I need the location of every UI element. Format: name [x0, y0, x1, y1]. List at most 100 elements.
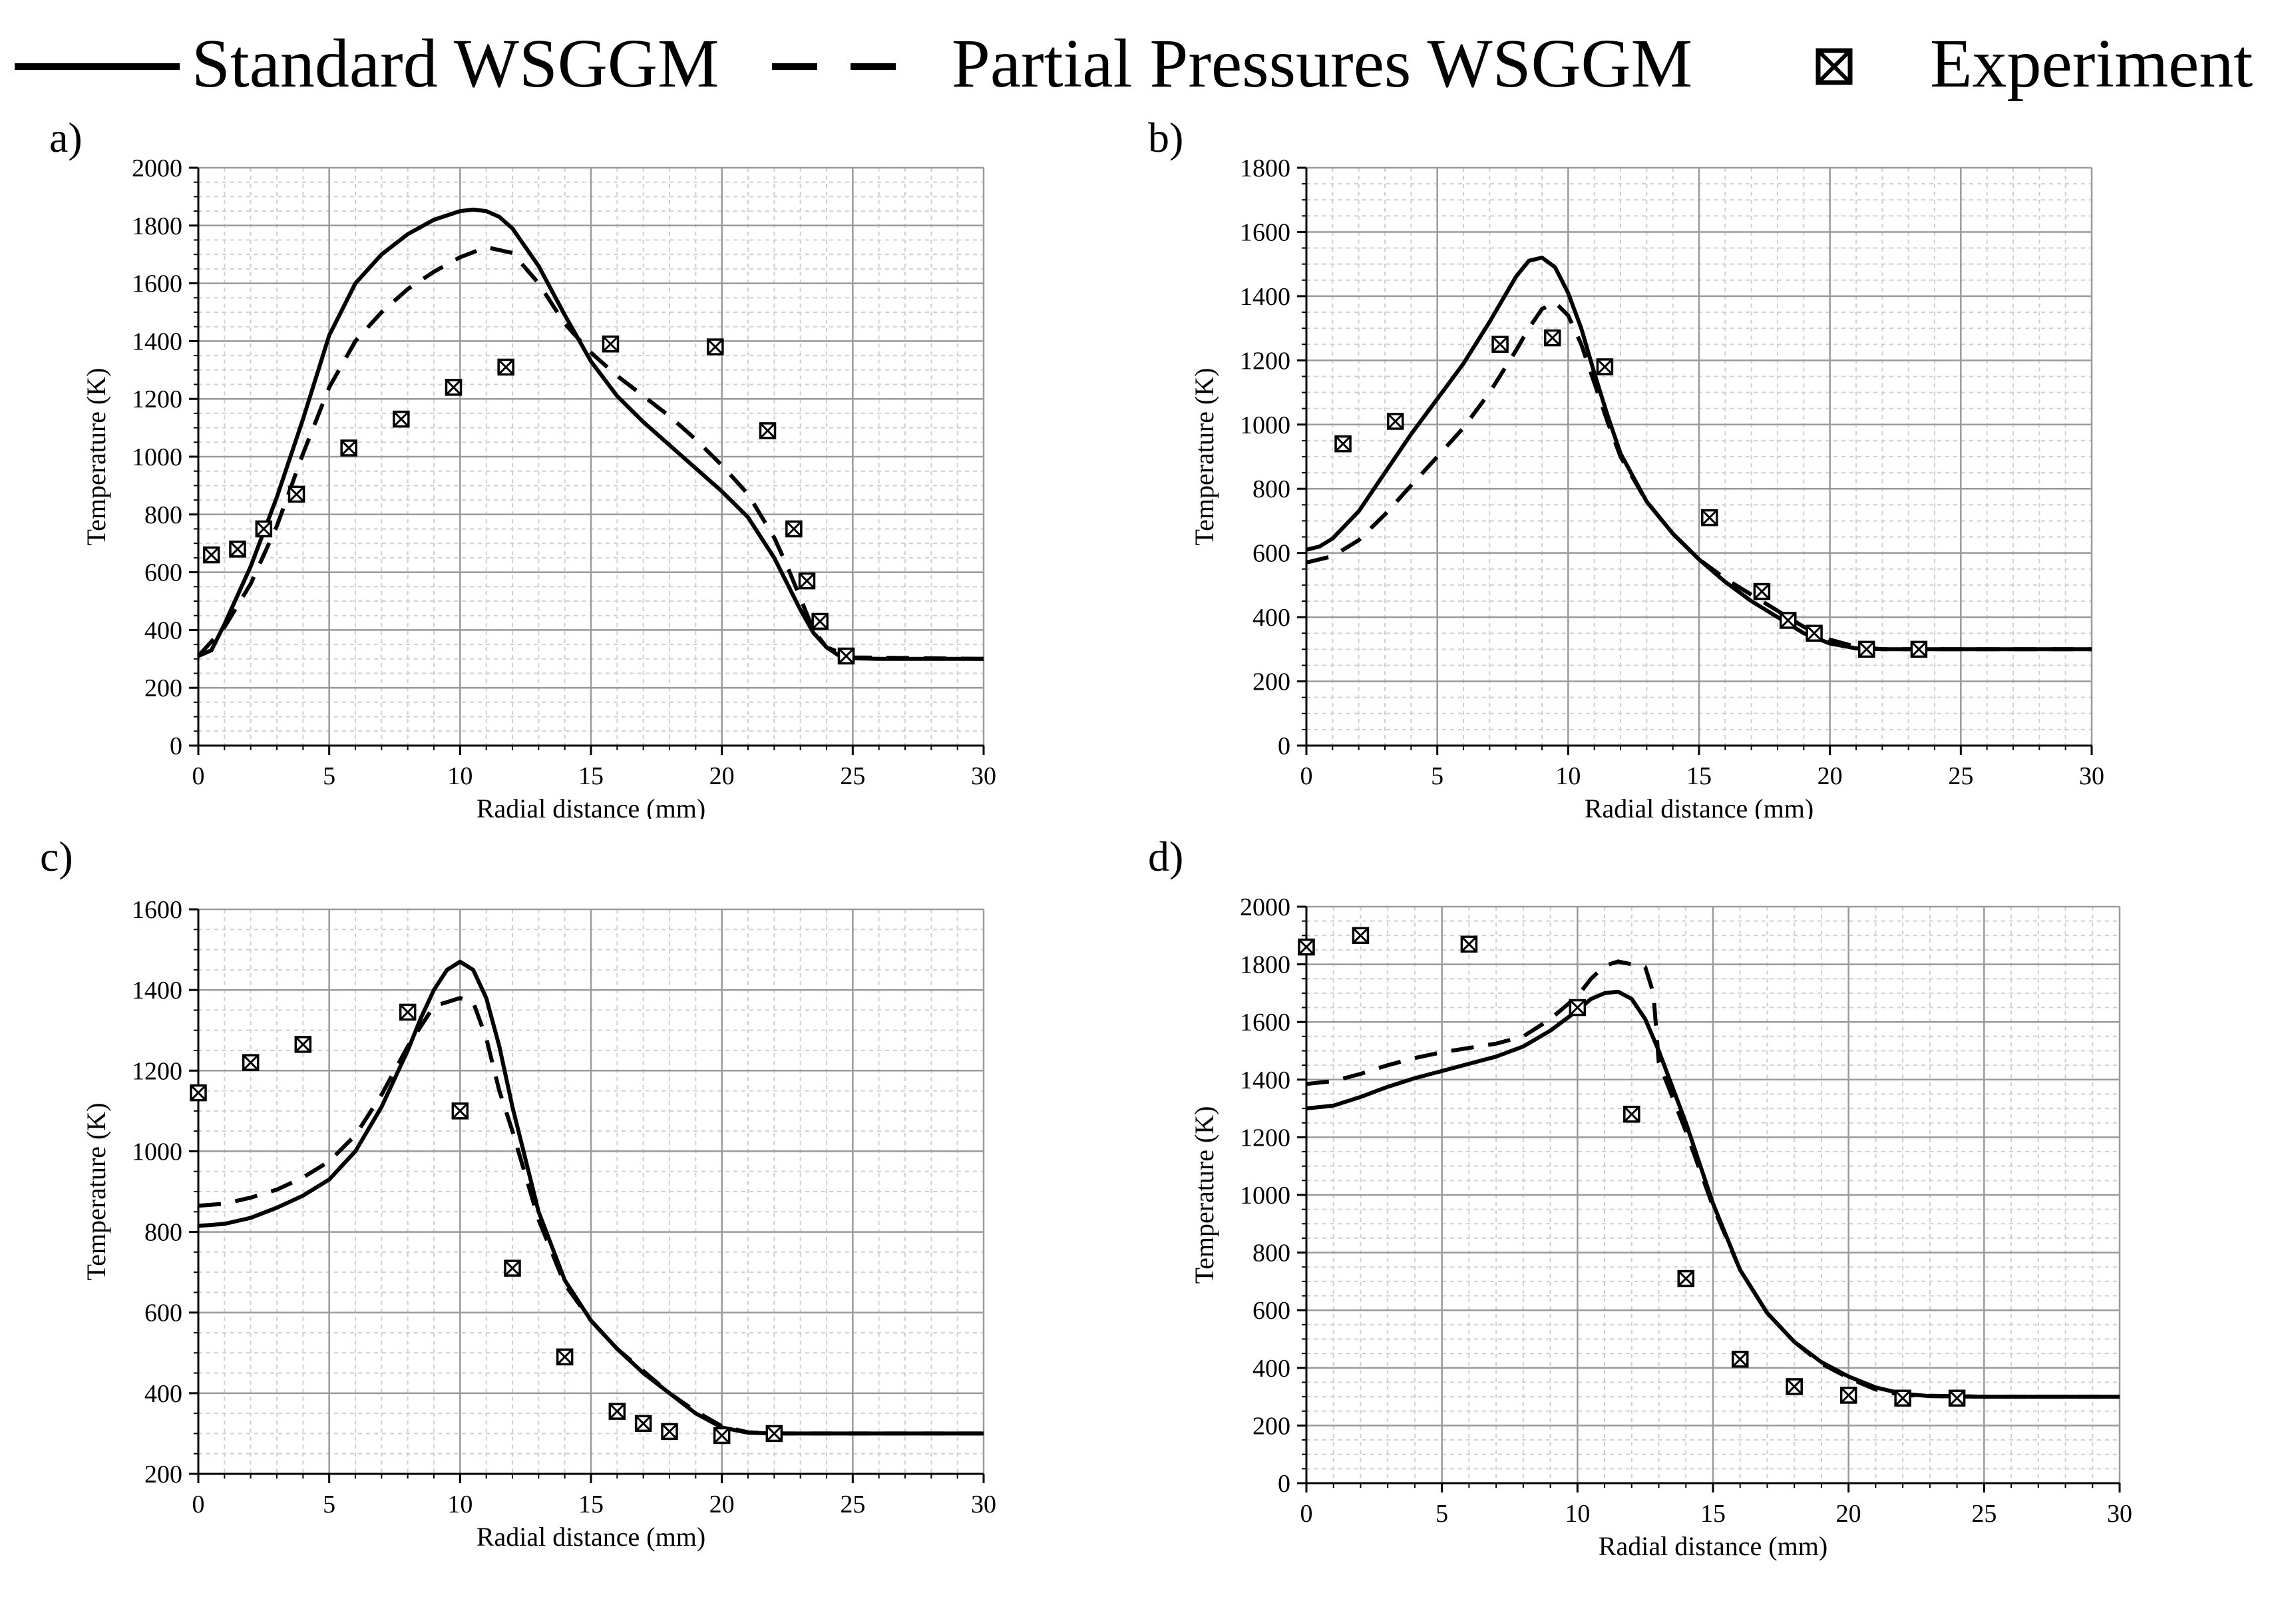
experiment-point-cross: [635, 1415, 652, 1432]
y-tick-label: 200: [144, 674, 182, 702]
experiment-point: [1596, 358, 1614, 375]
experiment-point: [202, 546, 220, 564]
chart-panel-a: a) 0 5 10 15 20 25 30 0 200 400 600 800 1000 1200 1400 1…: [0, 113, 1148, 823]
legend-standard-label: Standard WSGGM: [192, 25, 719, 102]
experiment-point: [1543, 329, 1561, 347]
experiment-point: [759, 422, 777, 439]
experiment-point: [785, 520, 803, 538]
y-tick-label: 1200: [1240, 1124, 1290, 1152]
x-tick-label: 25: [1971, 1500, 1997, 1528]
experiment-point-cross: [445, 379, 462, 395]
chart-d-svg: d) 0 5 10 15 20 25 30 0 200 400 600 800 1000 1200 1400 1…: [1148, 833, 2132, 1561]
experiment-point-cross: [661, 1423, 678, 1440]
chart-panel-d: d) 0 5 10 15 20 25 30 0 200 400 600 800 1000 1200 1400 1…: [1148, 825, 2296, 1598]
experiment-point: [1700, 509, 1718, 527]
experiment-point-cross: [498, 359, 514, 375]
experiment-point: [1623, 1106, 1640, 1123]
x-tick-label: 5: [323, 762, 335, 790]
experiment-point: [661, 1423, 678, 1441]
y-axis-title: Temperature (K): [81, 367, 111, 545]
legend-experiment-label: Experiment: [1930, 25, 2253, 102]
y-tick-label: 1400: [1240, 283, 1290, 311]
experiment-point-cross: [1949, 1390, 1965, 1407]
y-tick-label: 1000: [132, 443, 182, 471]
experiment-point: [837, 647, 855, 665]
chart-legend: Standard WSGGM Partial Pressures WSGGM E…: [15, 25, 2253, 102]
y-tick-label: 0: [1278, 732, 1290, 760]
y-tick-label: 800: [144, 1219, 182, 1247]
experiment-point-cross: [399, 1004, 416, 1021]
y-tick-label: 200: [144, 1461, 182, 1488]
y-tick-label: 400: [144, 1380, 182, 1408]
experiment-point-cross: [1732, 1351, 1748, 1367]
experiment-point-cross: [1911, 641, 1927, 658]
experiment-point-cross: [602, 336, 619, 352]
experiment-point-cross: [452, 1102, 469, 1119]
experiment-point: [1386, 413, 1404, 430]
experiment-point: [602, 335, 620, 353]
x-tick-label: 5: [1431, 762, 1443, 790]
y-tick-label: 1800: [1240, 154, 1290, 182]
experiment-point: [1753, 582, 1771, 600]
experiment-point: [255, 520, 273, 538]
x-tick-label: 15: [578, 762, 604, 790]
experiment-markers: [1334, 329, 1928, 658]
legend-experiment-marker: [1816, 48, 1853, 85]
experiment-markers: [202, 335, 855, 665]
experiment-point: [1910, 640, 1928, 658]
chart-b-svg: b) 0 5 10 15 20 25 30 0 200 400 600 800 1000 1200 1400 1…: [1148, 114, 2104, 823]
experiment-point-cross: [1597, 358, 1613, 375]
experiment-point-cross: [556, 1349, 573, 1365]
y-tick-label: 1600: [1240, 218, 1290, 246]
experiment-point-cross: [341, 439, 357, 457]
experiment-point-cross: [1352, 927, 1369, 944]
y-tick-label: 1000: [1240, 1182, 1290, 1210]
experiment-point-cross: [1335, 435, 1352, 452]
y-tick-label: 1800: [1240, 951, 1290, 979]
y-tick-label: 1200: [132, 1057, 182, 1085]
y-tick-label: 800: [1252, 1240, 1290, 1267]
x-tick-label: 20: [1818, 762, 1843, 790]
y-tick-label: 200: [1252, 1412, 1290, 1440]
y-axis-title: Temperature (K): [1189, 1106, 1219, 1283]
x-tick-label: 5: [323, 1490, 335, 1518]
experiment-point: [608, 1403, 626, 1420]
y-tick-label: 800: [144, 501, 182, 529]
experiment-point: [340, 439, 357, 457]
experiment-point-cross: [785, 521, 802, 537]
experiment-point-cross: [759, 422, 776, 439]
x-tick-label: 30: [2079, 762, 2104, 790]
standard-wsggm-line: [197, 207, 984, 661]
experiment-markers: [1298, 927, 1966, 1407]
experiment-point: [1677, 1269, 1695, 1287]
y-tick-label: 1400: [132, 977, 182, 1005]
y-tick-label: 1200: [1240, 347, 1290, 375]
experiment-point: [713, 1427, 731, 1445]
experiment-point: [1894, 1389, 1911, 1407]
experiment-point-cross: [1840, 1387, 1857, 1403]
experiment-point-cross: [799, 572, 815, 589]
experiment-point-cross: [1678, 1270, 1694, 1287]
experiment-point: [1839, 1387, 1857, 1404]
experiment-point-cross: [1544, 330, 1561, 346]
x-axis-title: Radial distance (mm): [1585, 794, 1814, 819]
partial-pressures-wsggm-line: [1306, 959, 2120, 1399]
experiment-point-cross: [609, 1403, 626, 1420]
y-tick-label: 600: [1252, 540, 1290, 568]
y-tick-label: 800: [1252, 475, 1290, 503]
standard-wsggm-line: [1306, 256, 2092, 652]
x-tick-label: 10: [447, 1490, 473, 1518]
experiment-point: [1298, 938, 1315, 956]
experiment-point: [445, 379, 463, 396]
panel-label: b): [1148, 114, 1183, 161]
y-tick-label: 1800: [132, 212, 182, 240]
experiment-point-cross: [838, 648, 855, 664]
experiment-point-cross: [812, 613, 829, 630]
x-axis-title: Radial distance (mm): [1599, 1531, 1827, 1561]
x-tick-label: 25: [1948, 762, 1973, 790]
experiment-point: [1334, 435, 1352, 453]
x-tick-label: 20: [709, 762, 735, 790]
x-tick-label: 30: [2107, 1500, 2132, 1528]
experiment-point-cross: [504, 1260, 521, 1277]
experiment-point-cross: [190, 1084, 207, 1101]
